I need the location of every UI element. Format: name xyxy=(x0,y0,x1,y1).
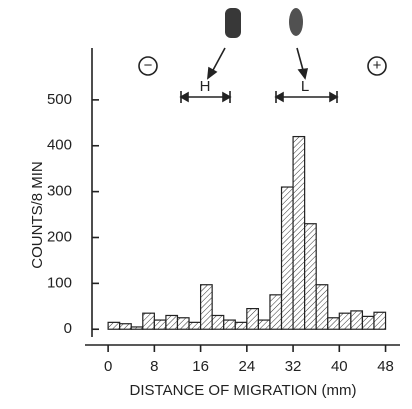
bar xyxy=(350,310,364,330)
y-tick-label: 200 xyxy=(47,228,72,245)
y-tick-label: 100 xyxy=(47,274,72,291)
gel-bands xyxy=(225,8,303,38)
y-tick-label: 300 xyxy=(47,183,72,200)
x-tick-label: 32 xyxy=(285,358,302,375)
bar xyxy=(338,312,352,330)
y-tick-label: 0 xyxy=(64,320,72,337)
bar xyxy=(257,319,271,330)
annotation: L xyxy=(301,78,309,95)
bar xyxy=(223,319,236,330)
bar xyxy=(188,321,202,330)
annotation: − xyxy=(144,57,153,74)
bar xyxy=(130,326,144,330)
bar xyxy=(327,317,340,330)
y-tick-label: 500 xyxy=(47,91,72,108)
x-axis-label: DISTANCE OF MIGRATION (mm) xyxy=(130,382,357,399)
bar xyxy=(119,323,132,330)
annotation: H xyxy=(200,78,211,95)
bar xyxy=(165,314,179,330)
bar xyxy=(107,321,121,330)
bar xyxy=(304,223,317,330)
bar xyxy=(234,321,248,330)
bar xyxy=(315,284,329,330)
bar xyxy=(246,307,259,330)
x-tick-label: 16 xyxy=(192,358,209,375)
bar xyxy=(280,186,294,330)
bar xyxy=(211,314,225,330)
x-tick-label: 24 xyxy=(238,358,255,375)
x-tick-label: 40 xyxy=(331,358,348,375)
y-axis-label: COUNTS/8 MIN xyxy=(29,161,46,269)
bar xyxy=(292,135,306,330)
bar xyxy=(361,315,375,330)
x-tick-label: 8 xyxy=(150,358,158,375)
bar xyxy=(176,317,190,330)
bar xyxy=(142,312,155,330)
bar xyxy=(269,294,283,330)
y-tick-label: 400 xyxy=(47,137,72,154)
x-tick-label: 48 xyxy=(377,358,394,375)
bar xyxy=(373,311,387,330)
arrows xyxy=(138,47,387,103)
annotation: + xyxy=(373,57,382,74)
bar xyxy=(199,284,213,330)
x-tick-label: 0 xyxy=(104,358,112,375)
bar xyxy=(153,319,167,330)
